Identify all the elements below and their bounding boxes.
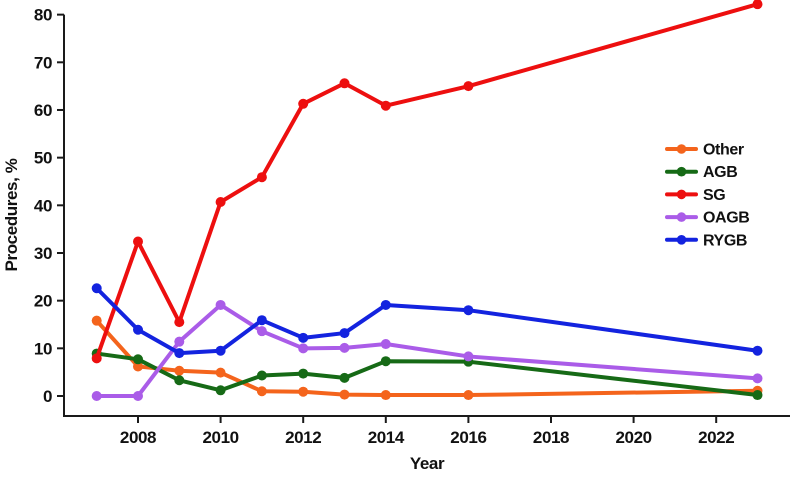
data-point-other-2010 [215,367,226,378]
data-point-rygb-2014 [380,299,391,310]
y-axis-title: Procedures, % [2,158,21,271]
data-point-rygb-2023 [752,345,763,356]
y-tick-label: 30 [34,244,52,263]
data-point-oagb-2007 [91,391,102,401]
axes: 0 10 20 30 40 50 60 70 80 2008 2010 2012 2014 2016 201… [34,6,790,447]
x-tick-label: 2020 [615,428,651,447]
data-point-rygb-2007 [91,283,102,294]
data-point-sg-2014 [380,100,391,111]
x-tick-label: 2014 [368,428,405,447]
series-line-rygb [94,286,760,356]
legend: Other AGB SG OAGB RYGB [665,142,750,249]
data-point-agb-2011 [256,370,267,381]
x-tick-label: 2022 [698,428,734,447]
data-point-agb-2008 [133,354,143,365]
legend-item-other: Other [665,142,744,159]
legend-dot-swatch [676,235,687,245]
data-point-rygb-2010 [215,345,226,356]
legend-label: OAGB [703,210,749,227]
y-tick-label: 10 [34,339,52,358]
data-point-sg-2010 [215,196,226,207]
y-tick-label: 20 [34,292,52,311]
series-line-sg [94,2,760,361]
data-point-oagb-2013 [339,342,350,353]
data-point-oagb-2010 [215,299,226,310]
legend-label: AGB [703,164,737,181]
y-tick-label: 60 [34,101,52,120]
x-tick-label: 2012 [285,428,321,447]
legend-dot-swatch [676,212,687,222]
data-point-rygb-2012 [298,332,309,343]
data-point-sg-2013 [339,78,350,89]
x-tick-label: 2008 [120,428,156,447]
y-tick-label: 0 [43,387,52,406]
data-point-rygb-2009 [174,348,185,359]
x-tick-label: 2018 [533,428,569,447]
data-point-sg-2008 [133,236,143,247]
data-point-other-2008 [133,361,143,372]
legend-dot-swatch [676,189,687,200]
legend-item-oagb: OAGB [665,210,750,227]
data-point-sg-2011 [256,172,267,183]
data-point-oagb-2009 [174,336,185,347]
data-point-oagb-2011 [256,326,267,337]
legend-item-agb: AGB [665,164,738,181]
data-point-agb-2010 [215,385,226,396]
data-point-other-2014 [380,390,391,401]
legend-label: RYGB [703,232,747,249]
data-point-other-2009 [174,365,185,376]
data-point-oagb-2016 [463,351,474,362]
y-tick-label: 80 [34,6,52,25]
data-point-oagb-2008 [133,391,143,401]
x-tick-label: 2010 [202,428,238,447]
data-point-oagb-2023 [752,373,763,384]
data-point-other-2011 [256,386,267,397]
data-point-agb-2023 [752,390,763,401]
data-point-agb-2009 [174,375,185,386]
data-point-sg-2007 [91,353,102,364]
y-tick-label: 70 [34,53,52,72]
axis-spines [63,14,790,417]
data-point-other-2016 [463,390,474,401]
series-line-agb [94,351,760,398]
legend-dot-swatch [676,144,687,154]
data-point-sg-2009 [174,317,185,328]
data-point-sg-2016 [463,81,474,92]
data-series-layer [91,0,763,401]
data-point-rygb-2016 [463,305,474,316]
data-point-agb-2012 [298,368,309,379]
legend-dot-swatch [676,166,687,177]
data-point-other-2012 [298,386,309,397]
data-point-sg-2023 [752,0,763,10]
legend-label: Other [703,142,744,159]
data-point-oagb-2014 [380,339,391,350]
data-point-rygb-2008 [133,324,143,335]
legend-item-rygb: RYGB [665,232,747,249]
data-point-agb-2014 [380,356,391,367]
legend-item-sg: SG [665,187,726,204]
data-point-other-2013 [339,389,350,400]
legend-label: SG [703,187,725,204]
data-point-rygb-2011 [256,315,267,326]
data-point-rygb-2013 [339,328,350,339]
data-point-sg-2012 [298,98,309,109]
data-point-oagb-2012 [298,343,309,354]
x-axis-title: Year [410,454,445,473]
y-tick-label: 50 [34,149,52,168]
y-tick-label: 40 [34,196,52,215]
series-line-oagb [94,302,760,398]
data-point-agb-2013 [339,372,350,383]
x-tick-label: 2016 [450,428,486,447]
data-point-other-2007 [91,315,102,326]
